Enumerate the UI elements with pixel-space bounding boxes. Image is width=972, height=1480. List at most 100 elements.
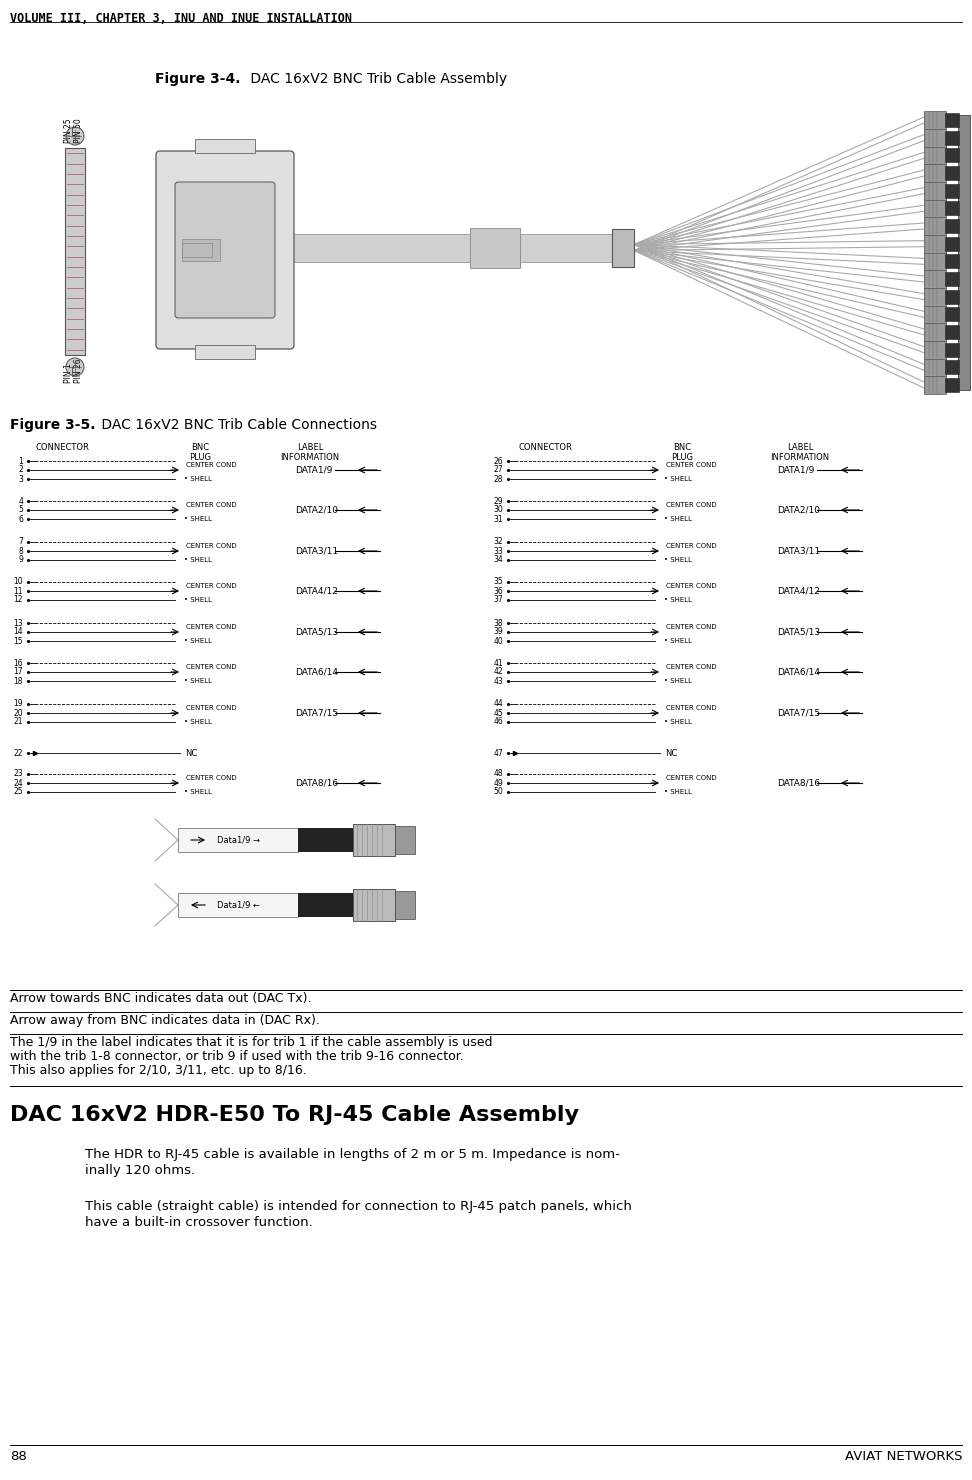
Bar: [945, 112, 959, 127]
Text: CENTER COND: CENTER COND: [666, 625, 716, 630]
Text: 4: 4: [18, 496, 23, 506]
Text: DATA5/13: DATA5/13: [777, 628, 820, 636]
Text: CENTER COND: CENTER COND: [666, 462, 716, 468]
Text: 13: 13: [14, 619, 23, 628]
Text: BNC
PLUG: BNC PLUG: [189, 443, 211, 462]
Text: 28: 28: [494, 475, 503, 484]
Text: 29: 29: [494, 496, 503, 506]
Text: 44: 44: [493, 700, 503, 709]
Text: 23: 23: [14, 770, 23, 778]
Bar: [182, 243, 212, 258]
Text: 43: 43: [493, 676, 503, 685]
Text: 25: 25: [14, 787, 23, 796]
Text: CENTER COND: CENTER COND: [666, 776, 716, 781]
Text: NC: NC: [665, 749, 677, 758]
Bar: [924, 252, 946, 271]
Text: 24: 24: [14, 778, 23, 787]
Text: DATA6/14: DATA6/14: [295, 667, 338, 676]
Text: CONNECTOR: CONNECTOR: [518, 443, 572, 451]
Text: DATA2/10: DATA2/10: [777, 506, 820, 515]
Text: 36: 36: [493, 586, 503, 595]
Text: CENTER COND: CENTER COND: [186, 543, 236, 549]
Text: CONNECTOR: CONNECTOR: [35, 443, 88, 451]
Text: 21: 21: [14, 718, 23, 727]
Bar: [945, 219, 959, 232]
Text: 9: 9: [18, 555, 23, 564]
Text: DATA8/16: DATA8/16: [777, 778, 820, 787]
Text: CENTER COND: CENTER COND: [186, 776, 236, 781]
Text: CENTER COND: CENTER COND: [666, 543, 716, 549]
Circle shape: [66, 358, 84, 376]
Text: 22: 22: [14, 749, 23, 758]
Text: Figure 3-4.: Figure 3-4.: [155, 73, 240, 86]
Text: • SHELL: • SHELL: [664, 638, 692, 644]
Text: Data1/9 →: Data1/9 →: [217, 836, 260, 845]
Text: CENTER COND: CENTER COND: [186, 502, 236, 508]
Text: • SHELL: • SHELL: [184, 719, 212, 725]
Text: 18: 18: [14, 676, 23, 685]
Text: 5: 5: [18, 506, 23, 515]
Bar: [945, 360, 959, 374]
Text: 15: 15: [14, 636, 23, 645]
Bar: [298, 892, 353, 918]
Text: 17: 17: [14, 667, 23, 676]
Text: LABEL
INFORMATION: LABEL INFORMATION: [771, 443, 829, 462]
Bar: [924, 147, 946, 164]
Text: DATA3/11: DATA3/11: [295, 546, 338, 555]
Text: Arrow towards BNC indicates data out (DAC Tx).: Arrow towards BNC indicates data out (DA…: [10, 992, 311, 1005]
Bar: [924, 129, 946, 147]
Text: 14: 14: [14, 628, 23, 636]
Bar: [395, 826, 415, 854]
Text: CENTER COND: CENTER COND: [186, 462, 236, 468]
Text: NC: NC: [185, 749, 197, 758]
Text: 46: 46: [493, 718, 503, 727]
Bar: [924, 218, 946, 235]
Text: • SHELL: • SHELL: [664, 556, 692, 562]
Text: 30: 30: [493, 506, 503, 515]
Text: This cable (straight cable) is intended for connection to RJ-45 patch panels, wh: This cable (straight cable) is intended …: [85, 1200, 632, 1214]
Text: DAC 16xV2 BNC Trib Cable Assembly: DAC 16xV2 BNC Trib Cable Assembly: [246, 73, 507, 86]
Bar: [924, 182, 946, 200]
Bar: [924, 235, 946, 253]
Text: DATA2/10: DATA2/10: [295, 506, 338, 515]
Text: • SHELL: • SHELL: [184, 517, 212, 522]
Bar: [924, 376, 946, 394]
Bar: [612, 228, 634, 266]
Text: Data1/9 ←: Data1/9 ←: [217, 900, 260, 910]
Bar: [945, 272, 959, 286]
Bar: [178, 827, 298, 852]
Text: The HDR to RJ-45 cable is available in lengths of 2 m or 5 m. Impedance is nom-: The HDR to RJ-45 cable is available in l…: [85, 1148, 620, 1160]
Text: 27: 27: [494, 466, 503, 475]
Text: 35: 35: [493, 577, 503, 586]
Bar: [945, 377, 959, 392]
Text: 12: 12: [14, 595, 23, 604]
Bar: [182, 238, 220, 260]
Text: 11: 11: [14, 586, 23, 595]
Bar: [945, 237, 959, 250]
Text: • SHELL: • SHELL: [184, 638, 212, 644]
Text: CENTER COND: CENTER COND: [186, 704, 236, 710]
Text: DATA8/16: DATA8/16: [295, 778, 338, 787]
Bar: [924, 358, 946, 376]
Text: DATA3/11: DATA3/11: [777, 546, 820, 555]
Text: DAC 16xV2 BNC Trib Cable Connections: DAC 16xV2 BNC Trib Cable Connections: [97, 417, 377, 432]
Bar: [945, 130, 959, 145]
Text: • SHELL: • SHELL: [664, 678, 692, 684]
Bar: [285, 234, 615, 262]
Bar: [945, 343, 959, 357]
Bar: [924, 305, 946, 323]
Text: 49: 49: [493, 778, 503, 787]
Bar: [298, 827, 353, 852]
Text: 33: 33: [493, 546, 503, 555]
Text: VOLUME III, CHAPTER 3, INU AND INUE INSTALLATION: VOLUME III, CHAPTER 3, INU AND INUE INST…: [10, 12, 352, 25]
Text: • SHELL: • SHELL: [664, 596, 692, 602]
Text: inally 120 ohms.: inally 120 ohms.: [85, 1163, 195, 1177]
Text: 6: 6: [18, 515, 23, 524]
Text: 48: 48: [494, 770, 503, 778]
Bar: [195, 345, 255, 360]
Text: PIN 26: PIN 26: [74, 358, 83, 383]
Bar: [945, 201, 959, 215]
Text: • SHELL: • SHELL: [664, 517, 692, 522]
Text: • SHELL: • SHELL: [664, 719, 692, 725]
Circle shape: [66, 127, 84, 145]
